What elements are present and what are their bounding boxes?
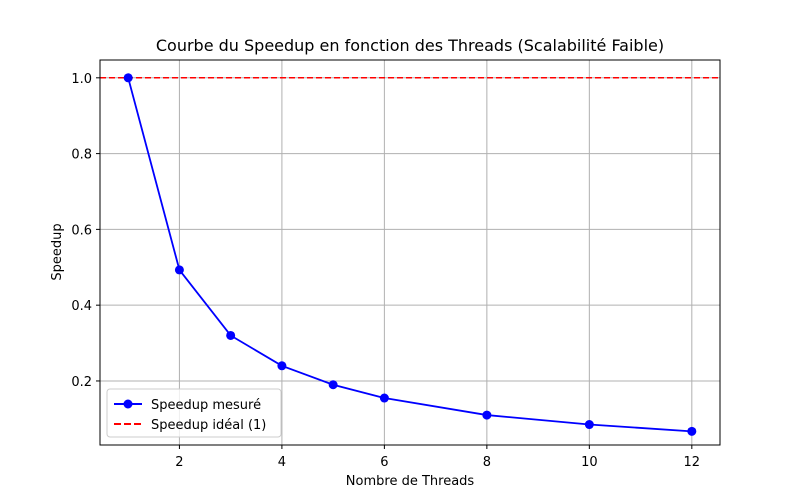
y-tick-label: 0.8 [71,148,92,163]
x-axis-ticks: 2 4 6 8 10 12 [175,445,700,470]
y-tick-label: 0.2 [71,375,92,390]
x-tick-label: 12 [684,455,701,470]
y-axis-ticks: 0.2 0.4 0.6 0.8 1.0 [71,72,100,390]
measured-series [123,73,697,436]
legend-ideal-label: Speedup idéal (1) [151,418,266,433]
chart-title: Courbe du Speedup en fonction des Thread… [156,36,664,55]
x-tick-label: 8 [483,455,491,470]
y-tick-label: 0.6 [71,223,92,238]
measured-speedup-point [379,393,389,403]
measured-speedup-point [687,426,697,436]
x-tick-label: 4 [278,455,286,470]
legend: Speedup mesuré Speedup idéal (1) [106,388,282,438]
x-tick-label: 10 [581,455,598,470]
y-tick-label: 0.4 [71,299,92,314]
measured-speedup-point [328,380,338,390]
measured-speedup-point [482,410,492,420]
x-tick-label: 2 [175,455,183,470]
y-tick-label: 1.0 [71,72,92,87]
measured-speedup-point [584,420,594,430]
y-axis-label: Speedup [50,223,65,280]
x-axis-label: Nombre de Threads [346,474,475,489]
x-tick-label: 6 [380,455,388,470]
measured-speedup-point [174,265,184,275]
measured-speedup-point [277,361,287,371]
measured-speedup-point [226,330,236,340]
legend-measured-label: Speedup mesuré [151,398,261,413]
legend-box [106,388,282,438]
plot-frame [99,59,721,446]
measured-speedup-point [123,73,133,83]
legend-measured-marker [123,399,133,409]
